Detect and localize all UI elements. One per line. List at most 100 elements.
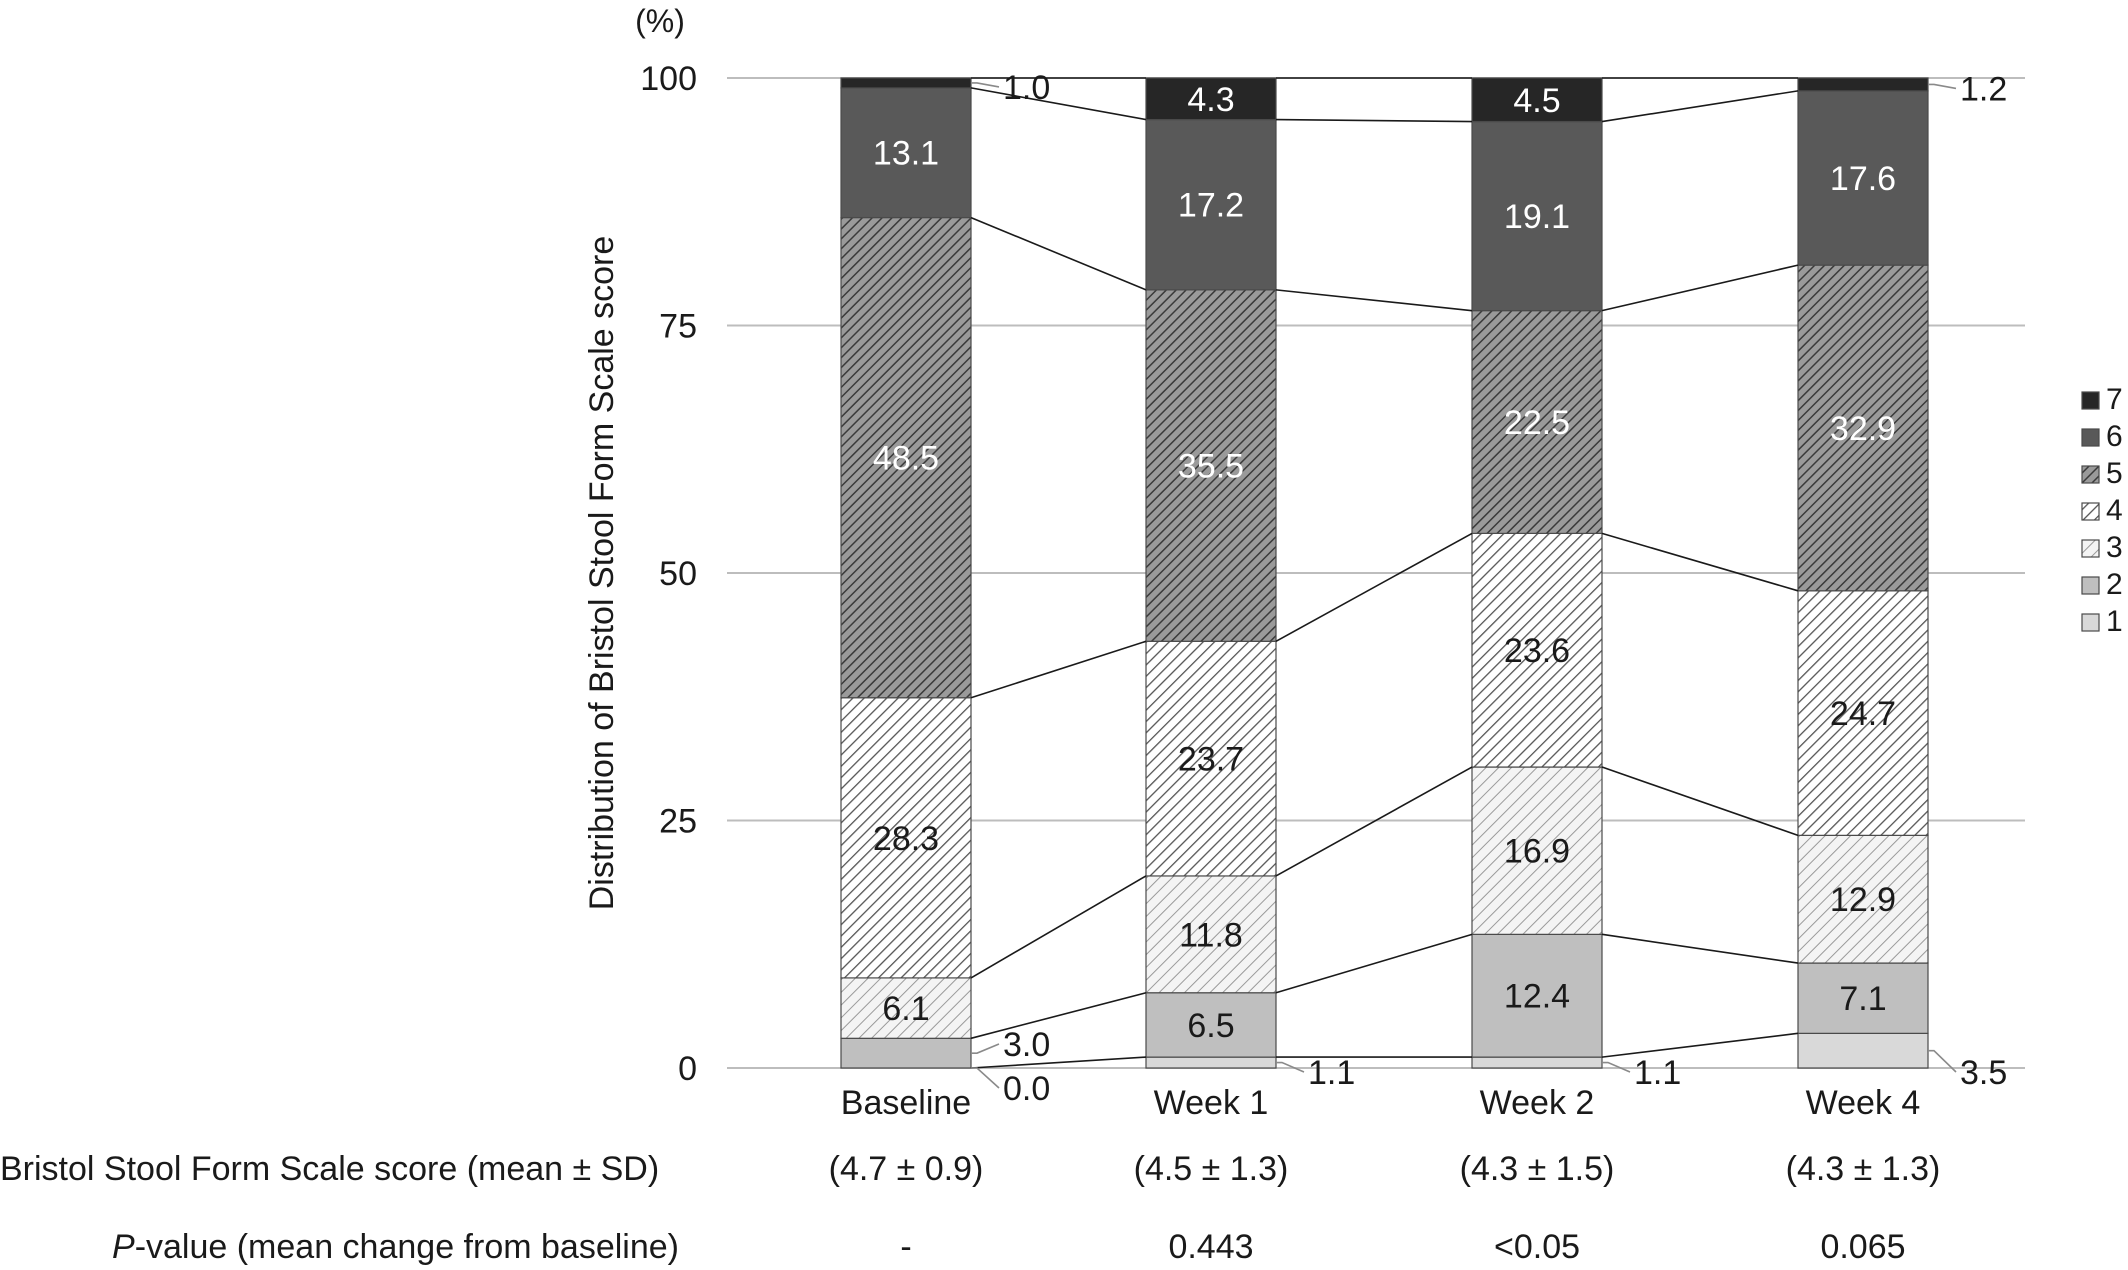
data-label: 12.4 [1504, 978, 1570, 1016]
data-label: 1.1 [1308, 1054, 1355, 1092]
y-tick-label: 75 [659, 308, 697, 346]
leader-line [1928, 1049, 1957, 1073]
pvalue-row-value: 0.443 [1168, 1228, 1254, 1266]
y-tick-label: 25 [659, 803, 697, 841]
legend-label: 1 [2106, 605, 2123, 638]
connector-line [1275, 532, 1473, 643]
mean-row-label: Bristol Stool Form Scale score (mean ± S… [0, 1150, 660, 1188]
bar-segment-3-2 [1471, 766, 1603, 935]
connector-line [970, 1056, 1147, 1069]
legend-label: 2 [2106, 568, 2123, 601]
bar-segment-4-3 [1797, 590, 1929, 836]
leader-line [971, 1067, 1000, 1089]
data-label: 6.1 [882, 990, 929, 1028]
data-label: 3.5 [1960, 1054, 2007, 1092]
connector-line [1275, 118, 1473, 123]
legend-swatch-2 [2081, 576, 2100, 595]
data-label: 17.2 [1178, 187, 1244, 225]
y-tick-label: 50 [659, 555, 697, 593]
data-label: 24.7 [1830, 695, 1896, 733]
data-label: 3.0 [1003, 1026, 1050, 1064]
data-label: 6.5 [1187, 1007, 1234, 1045]
legend-swatch-6 [2081, 428, 2100, 447]
legend-label: 5 [2106, 457, 2123, 490]
bar-segment-3-0 [840, 977, 972, 1039]
bar-segment-4-1 [1145, 640, 1277, 877]
bar-segment-5-3 [1797, 264, 1929, 592]
connector-lines [970, 77, 1799, 1069]
leader-line [1276, 1061, 1305, 1073]
legend: 7 6 5 4 3 2 1 [2081, 383, 2123, 638]
connector-line [1275, 289, 1473, 312]
data-label: 4.3 [1187, 81, 1234, 119]
data-label: 16.9 [1504, 833, 1570, 871]
bar-segment-2-2 [1471, 933, 1603, 1058]
data-labels: 0.0 3.0 6.1 28.3 48.5 13.1 1.0 1.1 6.5 11.8 23.7 35… [873, 69, 2007, 1108]
connector-line [1601, 264, 1799, 312]
y-axis-title: Distribution of Bristol Stool Form Scale… [583, 236, 621, 911]
mean-row-value: (4.3 ± 1.5) [1459, 1150, 1615, 1188]
connector-line [970, 216, 1147, 291]
y-tick-label: 0 [678, 1050, 697, 1088]
data-label: 35.5 [1178, 448, 1244, 486]
data-label: 0.0 [1003, 1070, 1050, 1108]
x-tick-label: Baseline [841, 1084, 971, 1122]
bar-segment-2-0 [840, 1037, 972, 1069]
legend-label: 3 [2106, 531, 2123, 564]
connector-line [1601, 532, 1799, 592]
data-label: 48.5 [873, 440, 939, 478]
pvalue-label-italic: P [112, 1228, 135, 1266]
bar-segment-7-1 [1145, 77, 1277, 121]
y-axis: 0 25 50 75 100 (%) Distribution of Bristol Sto… [583, 3, 1920, 1122]
bar-segment-6-3 [1797, 90, 1929, 266]
data-label: 28.3 [873, 820, 939, 858]
legend-swatch-7 [2081, 391, 2100, 410]
mean-row-value: (4.7 ± 0.9) [828, 1150, 984, 1188]
legend-label: 7 [2106, 383, 2123, 416]
x-tick-label: Week 4 [1806, 1084, 1921, 1122]
data-label: 17.6 [1830, 160, 1896, 198]
connector-line [970, 991, 1147, 1040]
data-label: 12.9 [1830, 881, 1896, 919]
data-label: 11.8 [1179, 916, 1243, 954]
legend-swatch-5 [2081, 465, 2100, 484]
connector-line [1601, 933, 1799, 964]
y-unit-label: (%) [635, 3, 685, 39]
data-label: 1.2 [1960, 70, 2007, 108]
x-tick-label: Week 1 [1154, 1084, 1269, 1122]
bar-segment-1-2 [1471, 1056, 1603, 1069]
x-tick-label: Week 2 [1480, 1084, 1595, 1122]
connector-line [1601, 90, 1799, 123]
bar-segment-3-1 [1145, 875, 1277, 994]
bar-segment-1-1 [1145, 1056, 1277, 1069]
pvalue-row-value: 0.065 [1820, 1228, 1906, 1266]
data-label: 23.6 [1504, 632, 1570, 670]
pvalue-row-value: - [900, 1228, 912, 1266]
connector-line [970, 875, 1147, 979]
leader-line [971, 1043, 1000, 1054]
bar-segment-6-1 [1145, 118, 1277, 291]
connector-line [970, 87, 1147, 121]
bar-segment-7-0 [840, 77, 972, 89]
bar-segment-3-3 [1797, 834, 1929, 964]
y-tick-label: 100 [640, 60, 697, 98]
legend-swatch-4 [2081, 502, 2100, 521]
bar-segment-6-2 [1471, 120, 1603, 312]
leader-line [1928, 83, 1957, 90]
bar-segment-1-3 [1797, 1032, 1929, 1069]
data-label: 1.1 [1634, 1054, 1681, 1092]
mean-row-value: (4.5 ± 1.3) [1133, 1150, 1289, 1188]
bars [840, 77, 1929, 1069]
pvalue-label-rest: -value (mean change from baseline) [134, 1228, 679, 1266]
connector-line [1275, 766, 1473, 877]
bar-segment-7-2 [1471, 77, 1603, 123]
connector-line [970, 640, 1147, 699]
data-label: 32.9 [1830, 410, 1896, 448]
bar-segment-7-3 [1797, 77, 1929, 92]
pvalue-row-label: P-value (mean change from baseline) [112, 1228, 679, 1267]
leader-line [971, 82, 1000, 88]
connector-line [1601, 766, 1799, 837]
bar-segment-2-1 [1145, 992, 1277, 1058]
data-label: 7.1 [1839, 980, 1886, 1018]
